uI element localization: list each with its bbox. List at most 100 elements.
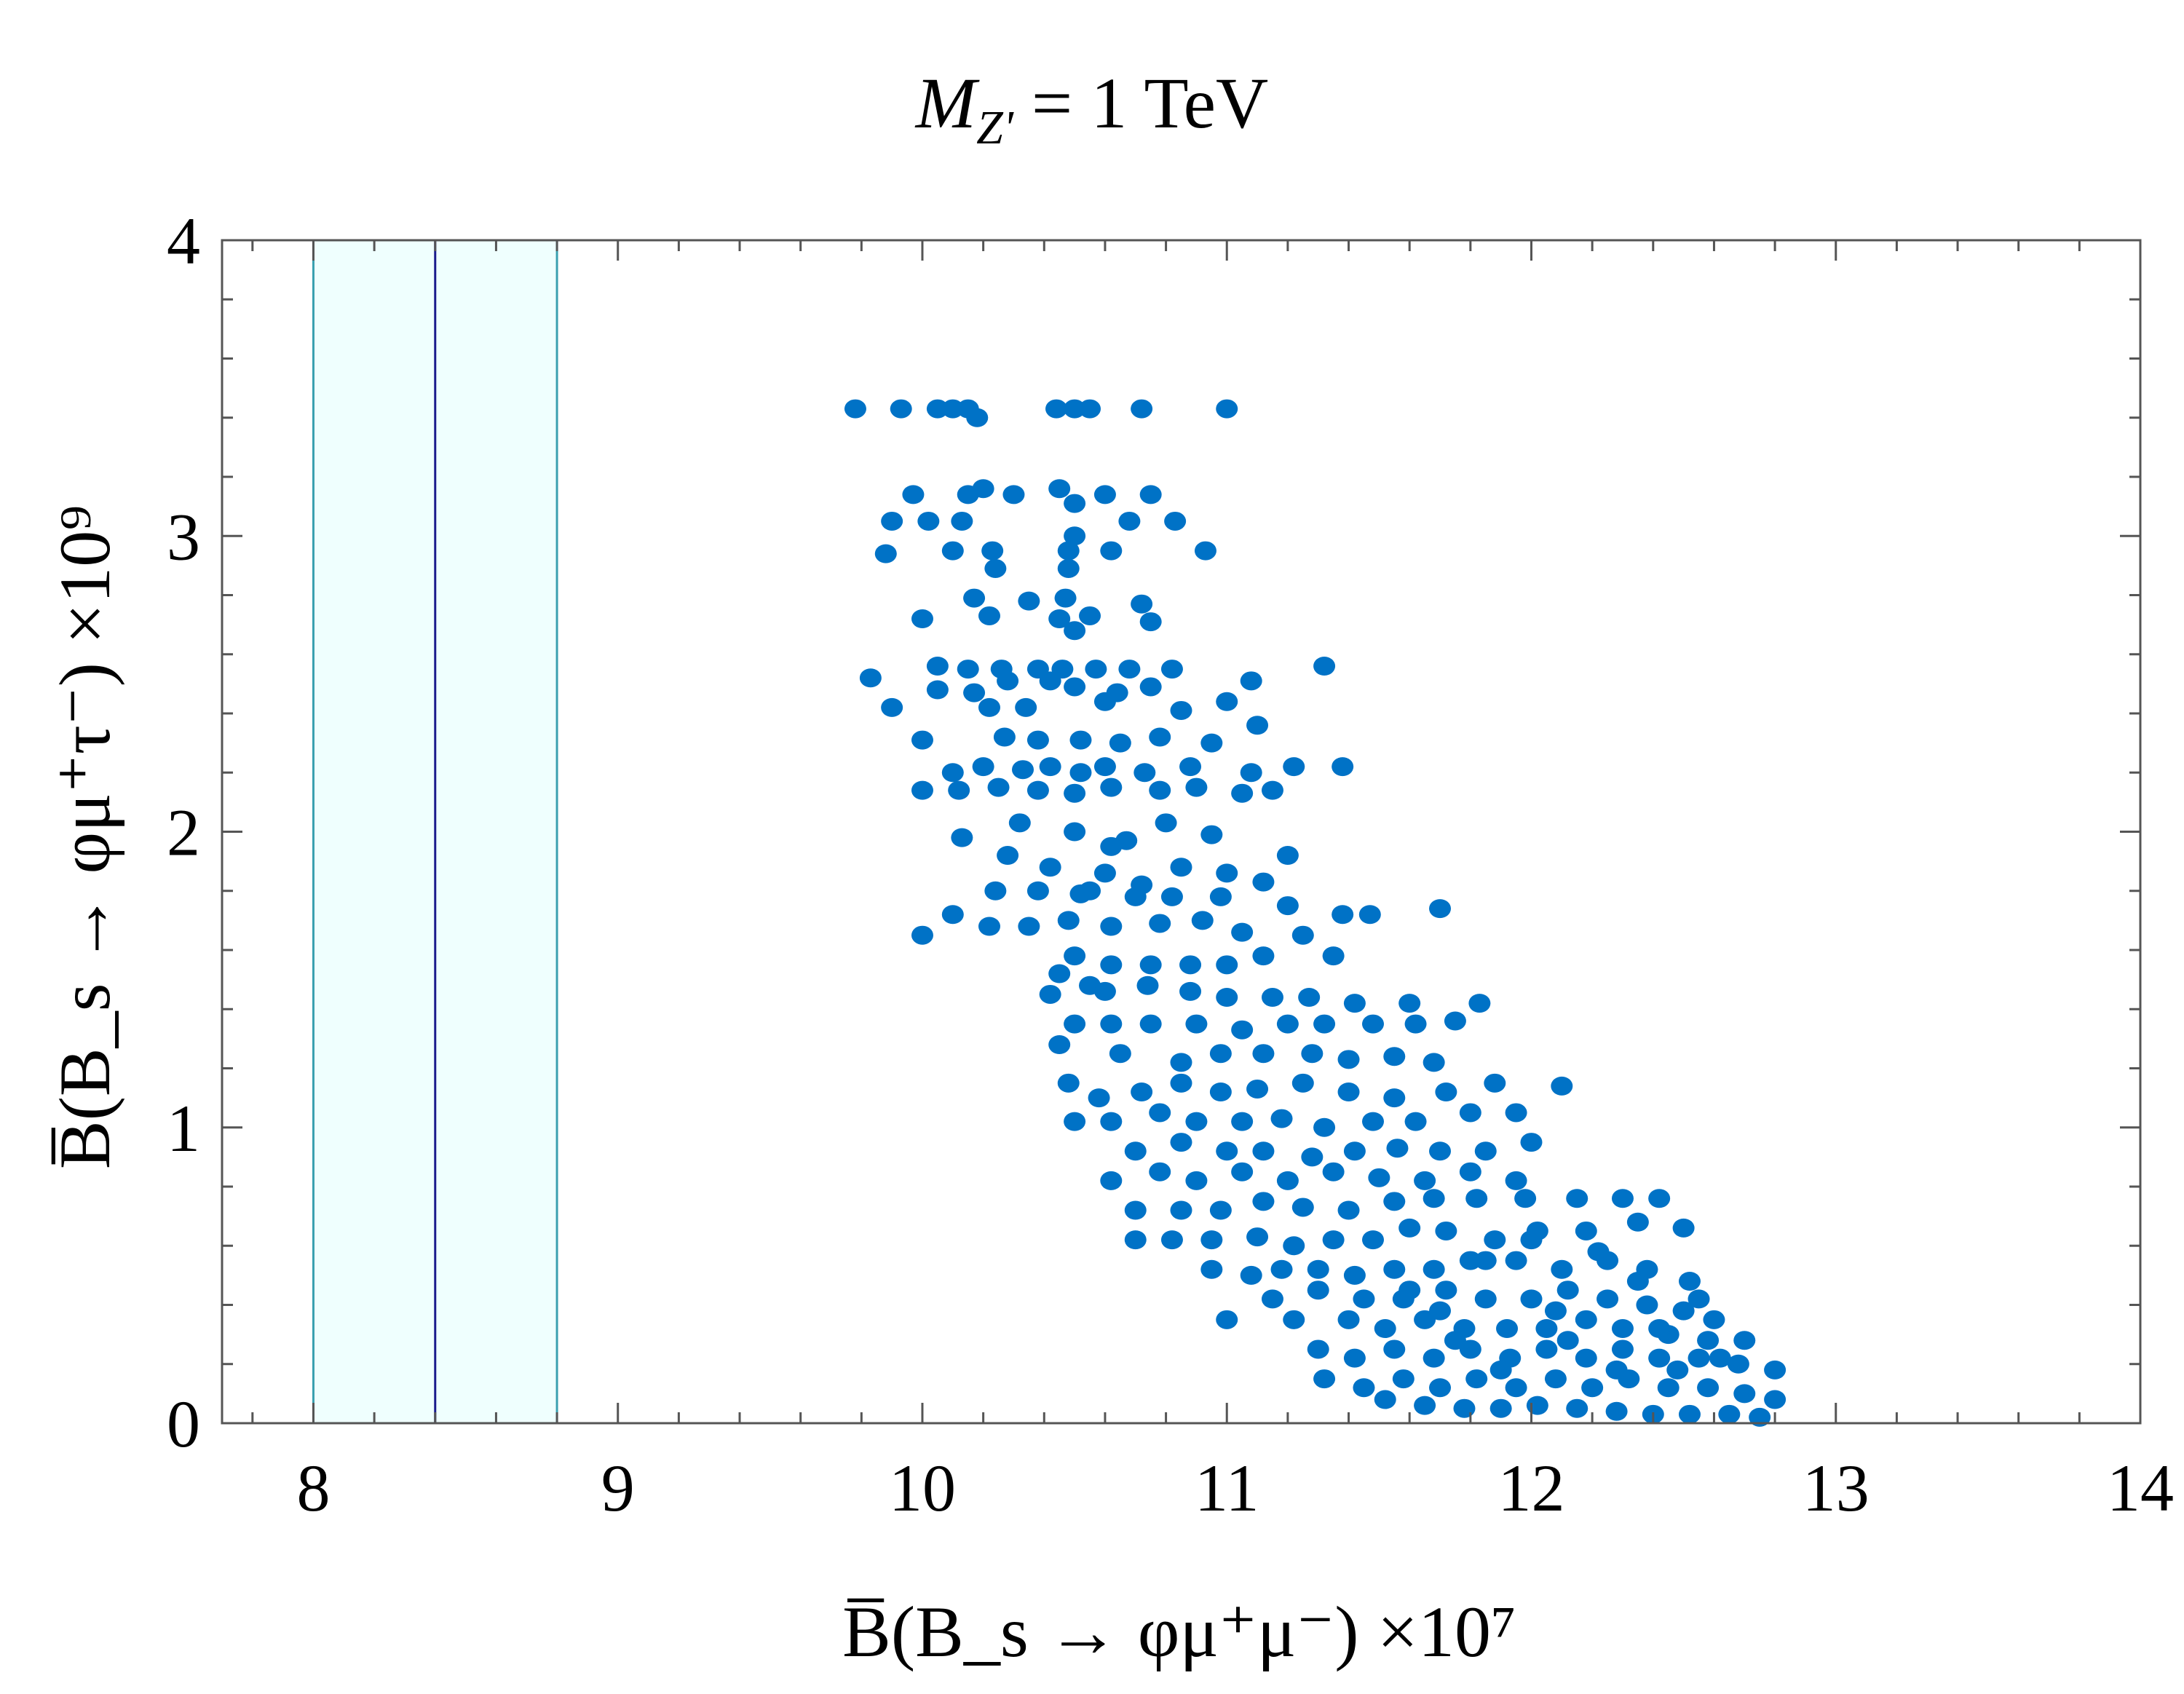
data-point	[1398, 1218, 1421, 1238]
data-point	[1026, 881, 1049, 901]
data-point	[1514, 1189, 1537, 1208]
data-point	[1697, 1331, 1720, 1350]
data-point	[1291, 1198, 1314, 1217]
data-point	[1093, 863, 1116, 883]
data-point	[978, 697, 1000, 717]
data-point	[1611, 1339, 1634, 1359]
data-point	[1100, 1112, 1123, 1131]
data-point	[1435, 1083, 1457, 1101]
data-point	[1566, 1398, 1588, 1418]
data-point	[1587, 1242, 1610, 1262]
data-point	[1459, 1103, 1481, 1123]
data-point	[881, 511, 903, 531]
data-point	[1216, 955, 1238, 975]
data-point	[1064, 1014, 1086, 1034]
chart-title: MZ' = 1 TeV	[914, 63, 1268, 154]
data-point	[1240, 763, 1262, 783]
data-point	[1423, 1348, 1445, 1368]
data-point	[911, 780, 933, 800]
data-point	[1149, 780, 1171, 800]
data-point	[1240, 1265, 1262, 1285]
data-point	[1648, 1348, 1671, 1368]
data-point	[1240, 671, 1262, 691]
data-point	[1353, 1289, 1375, 1309]
data-point	[1697, 1378, 1720, 1398]
data-point	[1216, 692, 1238, 711]
data-point	[1054, 588, 1077, 608]
title-rest: = 1 TeV	[1013, 63, 1268, 143]
data-point	[1657, 1378, 1679, 1398]
data-point	[1520, 1289, 1543, 1309]
data-point	[1185, 1014, 1208, 1034]
data-point	[1404, 1014, 1427, 1034]
data-point	[1200, 1259, 1223, 1279]
data-point	[1688, 1348, 1710, 1368]
data-point	[1039, 858, 1061, 877]
data-point	[1688, 1289, 1710, 1309]
data-point	[1672, 1301, 1695, 1321]
data-point	[1429, 1378, 1452, 1398]
data-point	[1544, 1369, 1567, 1389]
data-point	[1088, 1088, 1110, 1108]
data-point	[957, 660, 979, 679]
data-point	[917, 511, 940, 531]
data-point	[1332, 757, 1354, 777]
data-point	[1048, 609, 1071, 628]
data-point	[1459, 1251, 1481, 1270]
data-point	[1100, 917, 1123, 936]
data-point	[1149, 914, 1171, 933]
data-point	[981, 541, 1004, 561]
data-point	[1252, 1044, 1275, 1064]
data-point	[1118, 511, 1141, 531]
data-point	[1191, 911, 1214, 930]
data-point	[1535, 1339, 1558, 1359]
x-tick-label: 13	[1803, 1451, 1870, 1525]
data-point	[1465, 1369, 1488, 1389]
data-point	[1100, 955, 1123, 975]
data-point	[993, 727, 1016, 747]
data-point	[1468, 994, 1491, 1013]
data-point	[1505, 1103, 1527, 1123]
data-point	[1444, 1011, 1466, 1031]
data-point	[1276, 846, 1299, 865]
data-point	[1301, 1044, 1324, 1064]
data-point	[1474, 1251, 1497, 1270]
data-point	[978, 917, 1000, 936]
data-point	[859, 668, 882, 688]
data-point	[1079, 399, 1101, 419]
data-point	[1039, 984, 1061, 1004]
data-point	[1581, 1378, 1604, 1398]
data-point	[1100, 777, 1123, 797]
data-point	[1048, 479, 1071, 499]
x-tick-label: 9	[601, 1451, 635, 1525]
data-point	[1170, 1073, 1192, 1093]
data-point	[1374, 1390, 1396, 1409]
data-point	[1575, 1221, 1597, 1240]
data-point	[1386, 1139, 1409, 1158]
data-point	[1474, 1289, 1497, 1309]
data-point	[1045, 399, 1068, 419]
data-point	[1343, 1141, 1366, 1161]
data-point	[1194, 541, 1216, 561]
data-point	[1322, 946, 1345, 966]
data-point	[1313, 657, 1336, 676]
data-point	[1291, 925, 1314, 945]
data-point	[1648, 1319, 1671, 1338]
data-point	[1337, 1310, 1360, 1329]
data-point	[1307, 1339, 1329, 1359]
y-tick-label: 3	[167, 499, 200, 574]
data-point	[1100, 1171, 1123, 1190]
data-point	[1109, 1044, 1131, 1064]
data-point	[1611, 1189, 1634, 1208]
data-point	[1231, 922, 1254, 942]
data-point	[1261, 780, 1283, 800]
data-point	[1200, 1230, 1223, 1250]
data-point	[911, 925, 933, 945]
y-tick-label: 4	[167, 204, 200, 278]
data-point	[1246, 1079, 1269, 1099]
data-point	[1118, 660, 1141, 679]
data-point	[1131, 1083, 1153, 1101]
data-point	[1551, 1076, 1573, 1096]
data-point	[1709, 1348, 1731, 1368]
